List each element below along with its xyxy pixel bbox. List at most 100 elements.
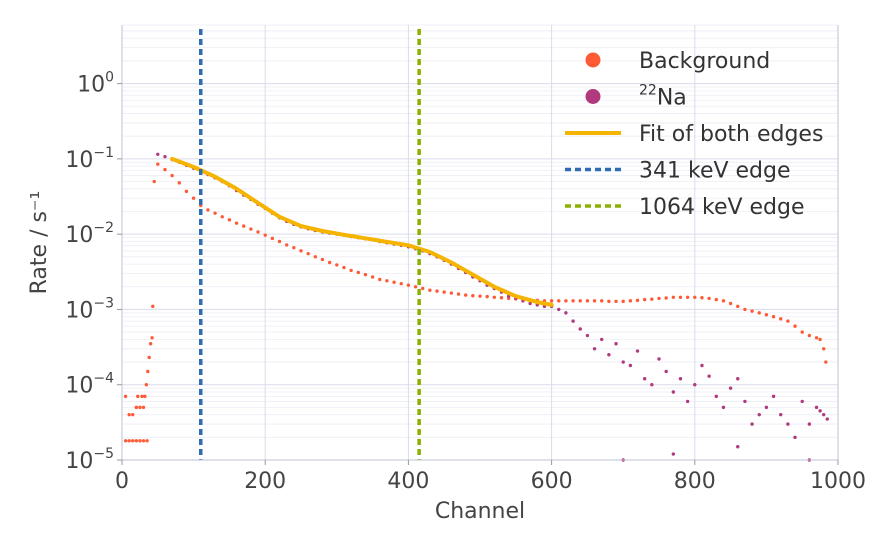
data-point xyxy=(693,383,697,387)
data-point xyxy=(650,383,654,387)
data-point xyxy=(764,313,769,317)
data-point xyxy=(571,319,575,323)
data-point xyxy=(356,270,360,275)
legend-entry: 22Na xyxy=(585,83,687,111)
y-tick-exponent: −4 xyxy=(93,371,114,387)
y-tick-label: 10−3 xyxy=(65,295,114,323)
data-point xyxy=(736,377,740,381)
data-point xyxy=(234,221,239,225)
data-point xyxy=(370,275,375,279)
data-point xyxy=(249,227,253,231)
legend-label: 1064 keV edge xyxy=(639,195,805,220)
data-point xyxy=(213,211,217,215)
data-point xyxy=(700,296,704,300)
data-point xyxy=(299,249,303,253)
data-point xyxy=(136,394,140,399)
data-point xyxy=(600,299,604,303)
data-point xyxy=(685,399,690,404)
fit-line xyxy=(170,156,554,307)
data-point xyxy=(392,280,396,284)
y-tick-exponent: −3 xyxy=(93,295,114,311)
data-point xyxy=(138,405,142,410)
data-point xyxy=(707,374,711,378)
legend-label: Fit of both edges xyxy=(639,122,823,147)
y-tick-base: 10 xyxy=(65,148,93,173)
legend-entry: 1064 keV edge xyxy=(565,195,805,220)
data-point xyxy=(564,299,568,303)
y-tick-label: 10−2 xyxy=(65,220,114,248)
data-point xyxy=(814,336,819,340)
data-point xyxy=(256,230,260,234)
y-tick-label: 100 xyxy=(77,70,114,98)
data-point xyxy=(771,315,776,319)
data-point xyxy=(131,439,135,443)
data-point xyxy=(657,296,661,301)
legend-label: 341 keV edge xyxy=(639,159,791,184)
data-point xyxy=(779,412,783,417)
y-tick-exponent: −5 xyxy=(93,446,114,462)
data-point xyxy=(821,347,826,351)
data-point xyxy=(134,405,139,410)
data-point xyxy=(786,319,790,323)
data-point xyxy=(163,154,167,159)
data-point xyxy=(621,299,625,304)
data-point xyxy=(123,439,128,443)
data-point xyxy=(220,215,224,219)
x-tick-label: 800 xyxy=(674,469,716,494)
data-point xyxy=(743,399,747,404)
data-point xyxy=(349,268,353,273)
data-point xyxy=(378,277,382,282)
y-tick-exponent: −2 xyxy=(93,220,114,236)
data-point xyxy=(736,304,740,309)
data-point xyxy=(363,272,368,277)
data-point xyxy=(714,297,718,302)
y-tick-base: 10 xyxy=(65,223,93,248)
data-point xyxy=(557,307,561,312)
data-point xyxy=(144,383,149,387)
data-point xyxy=(421,286,425,291)
data-point xyxy=(442,290,446,294)
x-tick-label: 0 xyxy=(115,469,129,494)
data-point xyxy=(270,236,275,241)
data-point xyxy=(671,295,676,299)
data-point xyxy=(123,394,128,399)
x-tick-label: 200 xyxy=(244,469,286,494)
data-point xyxy=(292,246,296,250)
legend-entry: Fit of both edges xyxy=(565,122,823,147)
data-point xyxy=(824,360,828,364)
data-point xyxy=(227,218,232,222)
data-point xyxy=(578,327,582,331)
data-point xyxy=(191,196,196,200)
data-point xyxy=(786,422,790,426)
data-point xyxy=(793,435,797,440)
data-point xyxy=(571,299,575,303)
data-point xyxy=(750,422,754,426)
data-point xyxy=(750,309,754,313)
data-point xyxy=(714,394,718,399)
data-point xyxy=(821,412,826,417)
data-point xyxy=(342,265,346,270)
data-point xyxy=(141,405,146,410)
data-point xyxy=(320,257,325,262)
data-point xyxy=(592,299,597,303)
data-point xyxy=(134,439,139,443)
data-point xyxy=(585,299,590,303)
y-tick-label: 10−1 xyxy=(65,145,114,173)
y-tick-base: 10 xyxy=(65,298,93,323)
legend-marker xyxy=(585,52,601,68)
data-point xyxy=(146,369,150,374)
y-tick-exponent: −1 xyxy=(93,145,114,161)
x-tick-label: 400 xyxy=(387,469,429,494)
data-point xyxy=(642,377,647,381)
data-point xyxy=(327,260,332,265)
data-point xyxy=(678,377,683,381)
data-point xyxy=(793,324,797,328)
data-point xyxy=(642,297,647,302)
data-point xyxy=(478,294,482,298)
data-point xyxy=(628,363,633,368)
data-point xyxy=(284,243,289,247)
data-point xyxy=(428,288,432,292)
data-point xyxy=(664,296,668,300)
data-point xyxy=(143,394,147,399)
